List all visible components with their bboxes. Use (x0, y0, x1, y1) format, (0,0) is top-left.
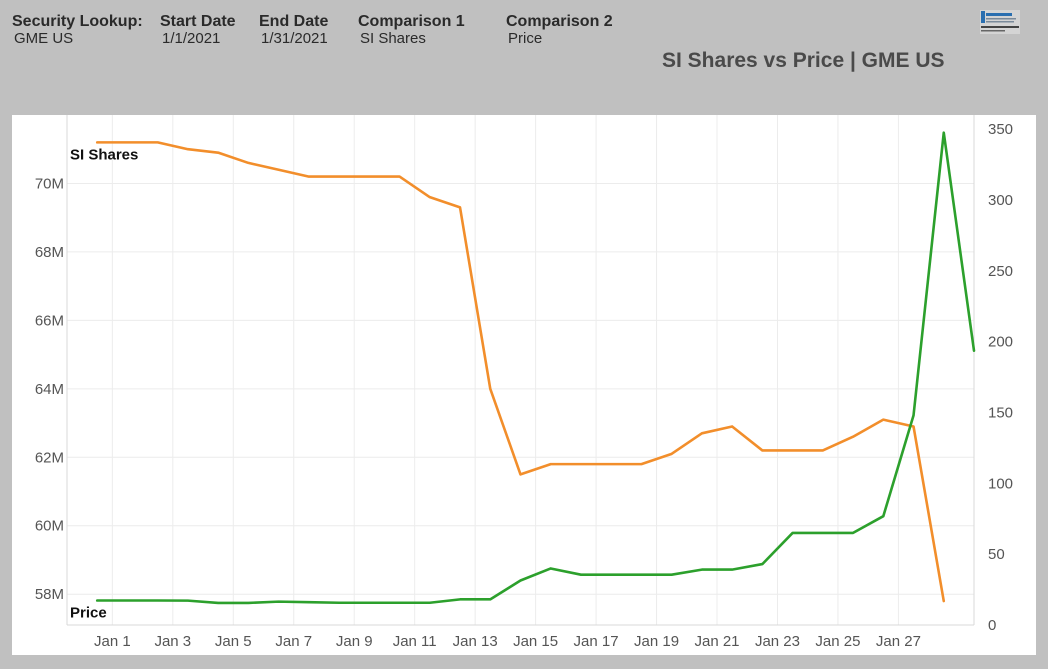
end-date-value[interactable]: 1/31/2021 (261, 30, 328, 47)
start-date-value[interactable]: 1/1/2021 (162, 30, 221, 47)
y-right-tick-label: 50 (988, 546, 1005, 563)
chart-panel: 58M 60M 62M 64M 66M 68M 70M 0 50 100 150 200 250 300 3… (12, 115, 1036, 655)
series-line-price (95, 131, 976, 605)
security-lookup-label: Security Lookup: (12, 13, 143, 30)
line-chart: 58M 60M 62M 64M 66M 68M 70M 0 50 100 150 200 250 300 3… (35, 115, 1013, 650)
comparison-1-value[interactable]: SI Shares (360, 30, 426, 47)
y-right-tick-label: 100 (988, 475, 1013, 492)
comparison-1-label: Comparison 1 (358, 13, 465, 30)
y-left-tick-label: 58M (35, 586, 64, 603)
x-tick-label: Jan 13 (453, 633, 498, 650)
series-line-si-shares (95, 141, 946, 603)
brand-logo (980, 10, 1020, 34)
end-date-field[interactable]: End Date 1/31/2021 (259, 13, 328, 47)
x-tick-label: Jan 3 (154, 633, 191, 650)
x-tick-label: Jan 21 (694, 633, 739, 650)
y-right-tick-label: 200 (988, 334, 1013, 351)
y-right-tick-label: 0 (988, 617, 996, 634)
x-tick-label: Jan 23 (755, 633, 800, 650)
y-left-tick-label: 70M (35, 175, 64, 192)
x-tick-label: Jan 1 (94, 633, 131, 650)
start-date-field[interactable]: Start Date 1/1/2021 (160, 13, 236, 47)
comparison-2-label: Comparison 2 (506, 13, 613, 30)
end-date-label: End Date (259, 13, 329, 30)
y-right-tick-label: 150 (988, 405, 1013, 422)
y-left-tick-label: 64M (35, 381, 64, 398)
y-left-tick-label: 68M (35, 244, 64, 261)
security-lookup-field[interactable]: Security Lookup: GME US (12, 13, 143, 47)
y-right-tick-label: 250 (988, 263, 1013, 280)
y-left-tick-label: 60M (35, 518, 64, 535)
x-tick-label: Jan 25 (815, 633, 860, 650)
y-left-tick-label: 62M (35, 449, 64, 466)
y-right-tick-label: 300 (988, 192, 1013, 209)
y-right-tick-label: 350 (988, 121, 1013, 138)
series-label-price: Price (70, 604, 107, 621)
x-tick-label: Jan 9 (336, 633, 373, 650)
chart-title: SI Shares vs Price | GME US (662, 49, 945, 72)
series-label-si-shares: SI Shares (70, 146, 138, 163)
x-tick-label: Jan 7 (275, 633, 312, 650)
comparison-2-field[interactable]: Comparison 2 Price (506, 13, 613, 47)
comparison-2-value[interactable]: Price (508, 30, 543, 47)
comparison-1-field[interactable]: Comparison 1 SI Shares (358, 13, 465, 47)
x-tick-label: Jan 17 (574, 633, 619, 650)
security-lookup-value[interactable]: GME US (14, 30, 74, 47)
x-tick-label: Jan 15 (513, 633, 558, 650)
y-left-tick-label: 66M (35, 312, 64, 329)
x-tick-label: Jan 11 (393, 633, 437, 650)
x-tick-label: Jan 27 (876, 633, 921, 650)
start-date-label: Start Date (160, 13, 236, 30)
x-tick-label: Jan 5 (215, 633, 252, 650)
x-tick-label: Jan 19 (634, 633, 679, 650)
